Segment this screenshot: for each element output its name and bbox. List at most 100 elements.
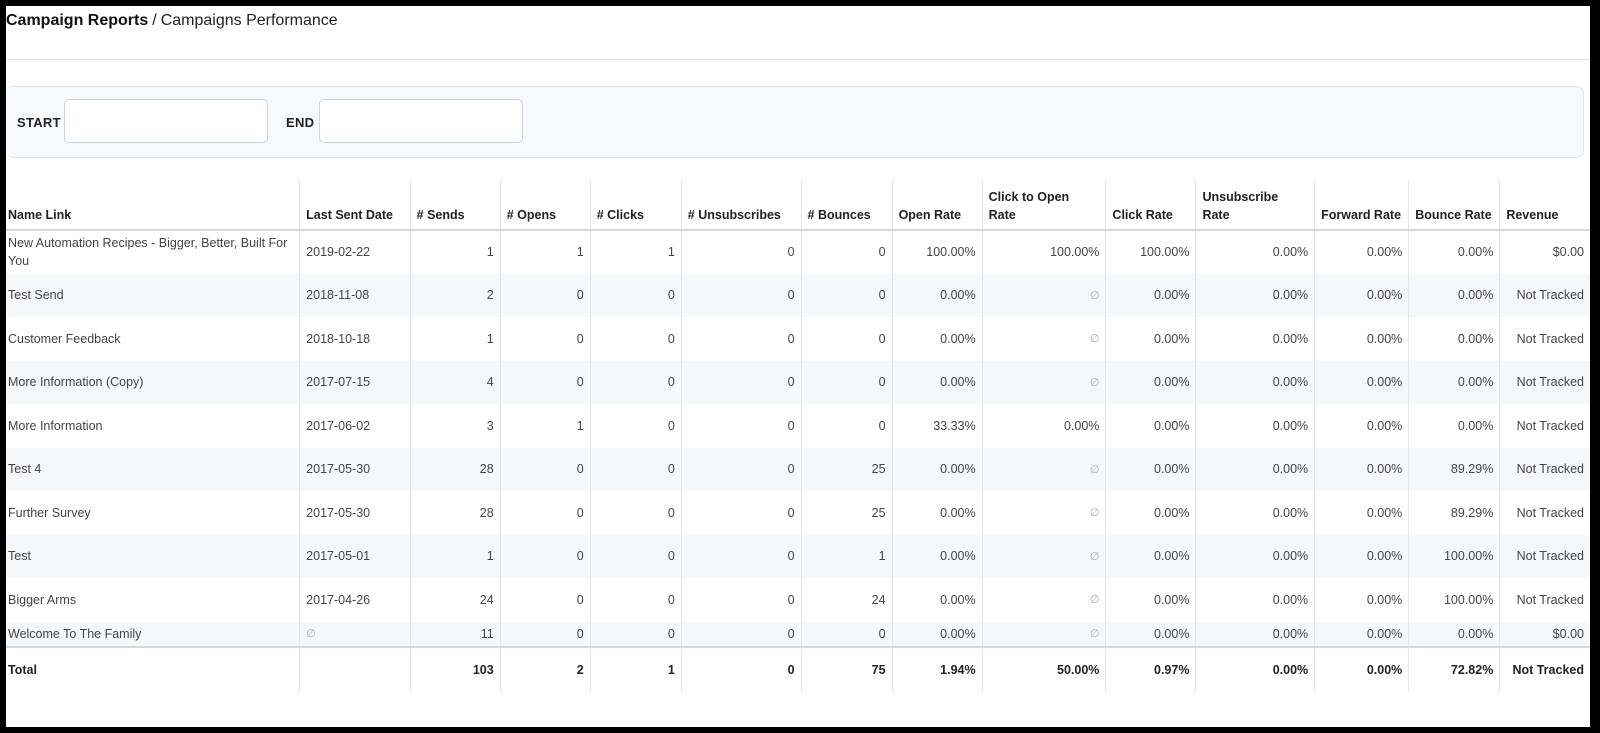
campaign-name-link[interactable]: Bigger Arms	[8, 592, 77, 607]
column-header[interactable]: # Opens	[499, 180, 591, 231]
table-cell: 1	[409, 534, 501, 578]
table-cell: 0	[680, 578, 802, 622]
column-header[interactable]: # Unsubscribes	[680, 180, 802, 231]
table-cell: 0	[499, 621, 591, 647]
table-cell: Not Tracked	[1499, 578, 1590, 622]
breadcrumb-root-link[interactable]: Campaign Reports	[6, 12, 149, 29]
empty-value-icon: ∅	[1089, 550, 1100, 563]
column-header[interactable]: Click Rate	[1105, 180, 1196, 231]
column-header[interactable]: Click to Open Rate	[981, 180, 1106, 231]
total-cell: 1.94%	[891, 645, 983, 692]
table-row: Test 4 2017-05-30 28 0 0 0 25 0.00% ∅ 0.00% 0.00% 0…	[6, 447, 1590, 491]
table-cell: ∅	[981, 447, 1106, 491]
table-cell: Not Tracked	[1499, 360, 1590, 404]
table-row: Further Survey 2017-05-30 28 0 0 0 25 0.00% ∅ 0.0…	[6, 491, 1590, 535]
table-cell: Not Tracked	[1499, 447, 1590, 491]
total-cell	[299, 645, 411, 692]
table-cell: 0.00%	[1314, 621, 1409, 647]
table-cell: 0.00%	[1105, 534, 1196, 578]
column-header[interactable]: Forward Rate	[1314, 180, 1409, 231]
column-header[interactable]: Unsubscribe Rate	[1195, 180, 1315, 231]
table-cell: 0.00%	[1195, 578, 1315, 622]
column-header[interactable]: Open Rate	[891, 180, 983, 231]
table-cell: 33.33%	[891, 404, 983, 448]
start-label: START	[17, 115, 61, 130]
table-cell: Not Tracked	[1499, 317, 1590, 361]
campaign-name-link[interactable]: Test	[6, 534, 300, 578]
table-cell: 0.00%	[891, 317, 983, 361]
table-row: New Automation Recipes - Bigger, Better,…	[6, 230, 1590, 274]
table-cell: 0.00%	[891, 273, 983, 317]
table-cell: $0.00	[1499, 621, 1590, 647]
table-cell: 0.00%	[1408, 404, 1500, 448]
table-cell: 0	[680, 621, 802, 647]
date-filter-bar: START END	[6, 86, 1584, 158]
table-cell: 2017-05-01	[299, 534, 411, 578]
table-cell: 24	[409, 578, 501, 622]
table-cell: 24	[800, 578, 893, 622]
column-header[interactable]: Revenue	[1499, 180, 1590, 231]
table-row: Welcome To The Family ∅ 11 0 0 0 0 0.00% ∅ 0.00% 0…	[6, 621, 1590, 647]
table-cell: 0.00%	[1195, 360, 1315, 404]
table-cell: 0.00%	[1105, 447, 1196, 491]
campaign-name-link[interactable]: More Information	[8, 418, 103, 433]
empty-value-icon: ∅	[306, 628, 316, 640]
table-cell: 0.00%	[981, 404, 1106, 448]
table-cell: 0	[680, 491, 802, 535]
total-cell: 75	[800, 645, 893, 692]
column-header[interactable]: # Sends	[409, 180, 501, 231]
campaign-name-link[interactable]: Further Survey	[8, 505, 91, 520]
column-header[interactable]: Last Sent Date	[299, 180, 411, 231]
table-cell: 0.00%	[1314, 404, 1409, 448]
total-cell: 0.00%	[1195, 645, 1315, 692]
end-label: END	[286, 115, 315, 130]
table-cell: 0.00%	[1105, 360, 1196, 404]
column-header[interactable]: # Clicks	[589, 180, 682, 231]
start-date-input[interactable]	[64, 99, 268, 143]
table-cell: 100.00%	[891, 230, 983, 274]
campaign-name-link[interactable]: Test 4	[6, 447, 300, 491]
table-cell: ∅	[981, 491, 1106, 535]
table-cell: Not Tracked	[1499, 404, 1590, 448]
table-cell: 89.29%	[1408, 447, 1500, 491]
total-cell: 0.00%	[1314, 645, 1409, 692]
table-cell: 25	[800, 447, 893, 491]
report-page: Campaign Reports / Campaigns Performance S…	[6, 6, 1590, 727]
total-cell: 0	[680, 645, 802, 692]
table-cell: 0	[800, 621, 893, 647]
table-cell: 0.00%	[1314, 447, 1409, 491]
table-cell: 2017-06-02	[299, 404, 411, 448]
table-cell: 0	[680, 317, 802, 361]
table-cell: 0	[680, 273, 802, 317]
column-header[interactable]: # Bounces	[800, 180, 893, 231]
total-cell: 50.00%	[981, 645, 1106, 692]
breadcrumb-current: Campaigns Performance	[160, 12, 338, 29]
empty-value-icon: ∅	[1089, 628, 1100, 640]
table-cell: 0	[499, 317, 591, 361]
table-cell: Not Tracked	[1499, 273, 1590, 317]
table-cell: 0.00%	[1195, 447, 1315, 491]
campaign-name-link[interactable]: Welcome To The Family	[6, 621, 300, 647]
table-row: Test Send 2018-11-08 2 0 0 0 0 0.00% ∅ 0.00% 0.00%…	[6, 273, 1590, 317]
total-cell: 103	[409, 645, 501, 692]
column-header[interactable]: Name Link	[6, 180, 300, 231]
table-cell: 2017-04-26	[299, 578, 411, 622]
campaigns-performance-table: Name Link Last Sent Date # Sends # Opens # C…	[6, 180, 1590, 692]
table-cell: 0.00%	[1105, 578, 1196, 622]
table-cell: 2017-05-30	[299, 491, 411, 535]
table-cell: 0.00%	[1314, 534, 1409, 578]
column-header[interactable]: Bounce Rate	[1408, 180, 1500, 231]
table-cell: 1	[409, 317, 501, 361]
campaign-name-link[interactable]: Test Send	[6, 273, 300, 317]
total-cell: 2	[499, 645, 591, 692]
table-cell: 0	[800, 230, 893, 274]
campaign-name-link[interactable]: Customer Feedback	[8, 331, 121, 346]
table-cell: 1	[499, 230, 591, 274]
table-cell: 0	[589, 491, 682, 535]
end-date-input[interactable]	[319, 99, 523, 143]
table-cell: 28	[409, 491, 501, 535]
campaign-name-link[interactable]: More Information (Copy)	[6, 360, 300, 404]
table-cell: 0.00%	[1105, 491, 1196, 535]
total-cell: 0.97%	[1105, 645, 1196, 692]
campaign-name-link[interactable]: New Automation Recipes - Bigger, Better,…	[8, 236, 288, 269]
